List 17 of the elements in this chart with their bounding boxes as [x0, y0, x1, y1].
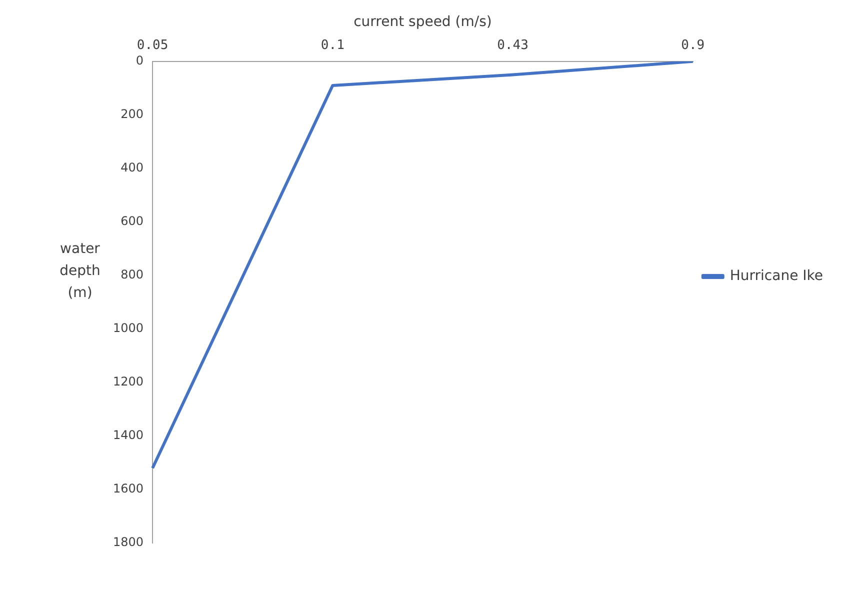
x-tick-label: 0.43	[497, 38, 528, 53]
x-tick-label: 0.1	[320, 38, 344, 53]
y-tick-label: 1400	[112, 428, 144, 442]
y-tick-label: 1200	[112, 374, 144, 389]
y-tick-label: 400	[120, 160, 144, 175]
y-tick-label: 200	[120, 107, 144, 122]
x-tick-label: 0.9	[681, 38, 705, 53]
y-axis-title: water depth (m)	[58, 240, 102, 303]
legend-label: Hurricane Ike	[730, 268, 824, 284]
x-axis-title: current speed (m/s)	[354, 14, 492, 30]
x-tick-label: 0.05	[136, 38, 168, 53]
y-tick-label: 1000	[112, 321, 144, 336]
y-tick-label: 800	[120, 268, 144, 282]
y-tick-label: 600	[120, 214, 144, 228]
y-tick-label: 0	[136, 54, 144, 68]
y-tick-label: 1600	[112, 482, 144, 496]
y-tick-label: 1800	[112, 535, 144, 550]
